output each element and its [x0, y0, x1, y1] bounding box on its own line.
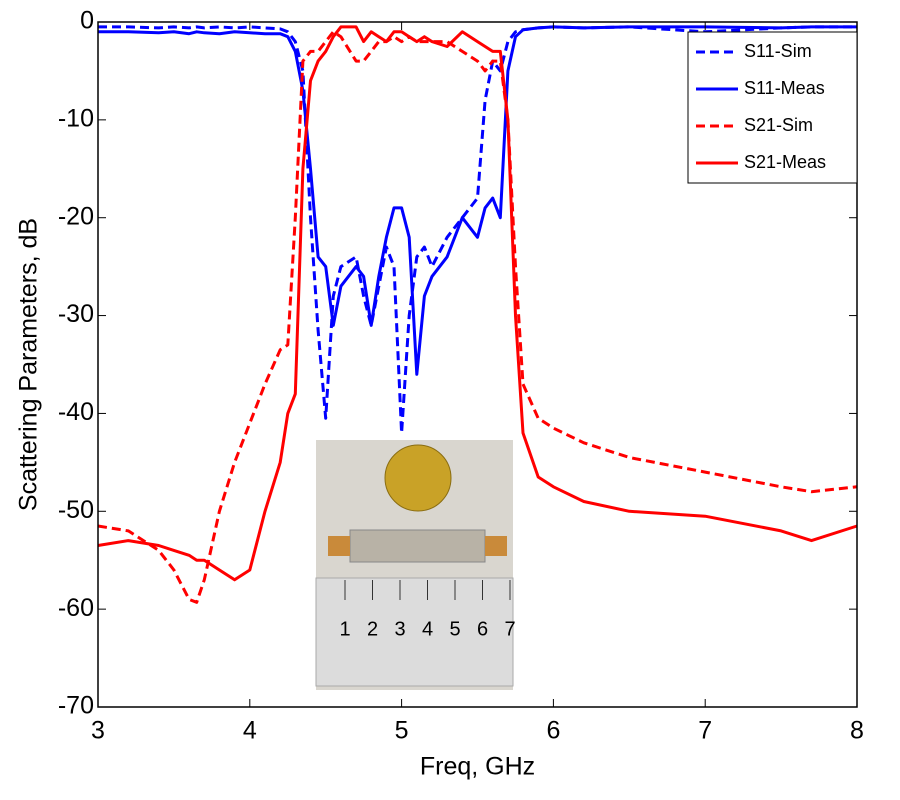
y-axis-label: Scattering Parameters, dB	[15, 218, 43, 511]
ruler-label: 7	[504, 618, 515, 640]
connector	[328, 536, 350, 556]
ruler-label: 6	[477, 618, 488, 640]
ruler	[315, 577, 514, 687]
data-line	[98, 25, 857, 376]
coin	[384, 444, 452, 512]
connector	[485, 536, 507, 556]
ruler-label: 4	[422, 618, 433, 640]
y-tick-label: -30	[58, 300, 94, 328]
ruler-label: 3	[394, 618, 405, 640]
filter-board	[349, 529, 486, 563]
ruler-label: 5	[449, 618, 460, 640]
y-tick-label: -40	[58, 398, 94, 426]
data-line	[97, 25, 858, 582]
x-tick-label: 4	[243, 717, 257, 745]
y-tick-label: -70	[58, 692, 94, 720]
x-tick-label: 8	[850, 717, 864, 745]
x-tick-label: 3	[91, 717, 105, 745]
x-tick-label: 7	[698, 717, 712, 745]
y-tick-label: -50	[58, 496, 94, 524]
data-line	[97, 30, 858, 604]
y-tick-label: -20	[58, 202, 94, 230]
legend-label: S11-Sim	[744, 41, 812, 61]
y-tick-label: -60	[58, 594, 94, 622]
ruler-label: 2	[367, 618, 378, 640]
plot-frame	[97, 21, 858, 708]
x-axis-label: Freq, GHz	[420, 753, 535, 781]
legend-label: S11-Meas	[744, 78, 825, 98]
legend-box	[687, 31, 858, 184]
y-tick-label: 0	[80, 7, 94, 35]
legend-label: S21-Sim	[744, 115, 813, 135]
legend-label: S21-Meas	[744, 152, 826, 172]
y-tick-label: -10	[58, 104, 94, 132]
ruler-label: 1	[339, 618, 350, 640]
x-tick-label: 5	[395, 717, 409, 745]
x-tick-label: 6	[546, 717, 560, 745]
